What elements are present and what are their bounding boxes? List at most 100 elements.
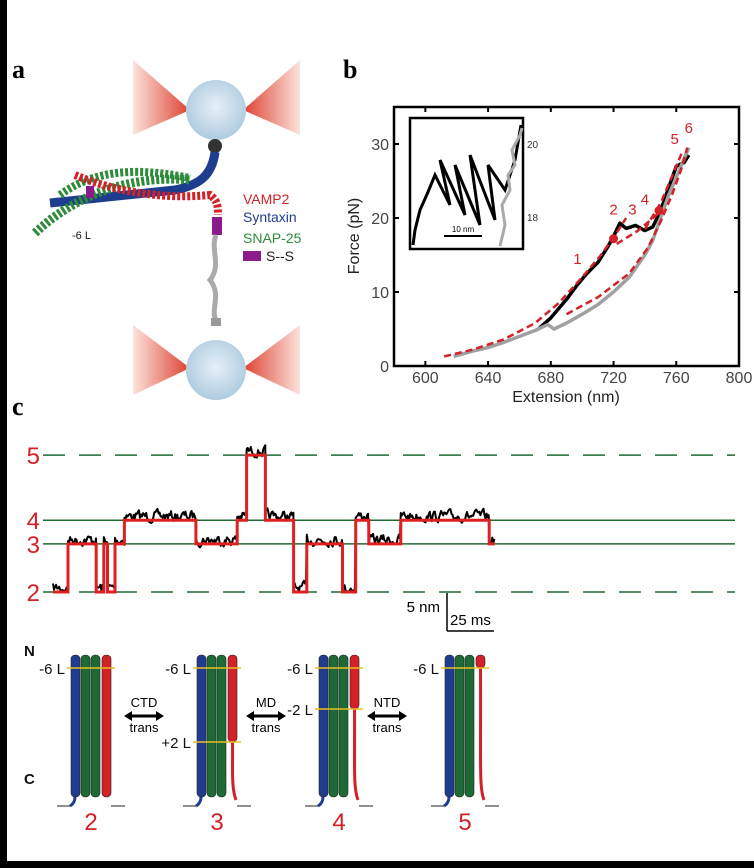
vamp2-helix — [101, 654, 112, 798]
snap25-helix — [216, 654, 227, 798]
zippering-states-schematic: N C -6 L 2 -6 L +2 L 3 -6 L -2 L 4 -6 L 5 CTD trans… — [24, 643, 499, 836]
c-terminus-label: C — [24, 771, 35, 788]
inset-tick-18: 18 — [527, 213, 539, 224]
x-tick-label: 680 — [537, 370, 564, 387]
arrowhead-left-icon — [124, 711, 132, 721]
n-terminus-label: N — [24, 643, 35, 660]
snap25-helix — [90, 654, 101, 798]
fit-curve — [565, 147, 689, 316]
refolding-trace — [453, 147, 691, 359]
optical-trap-bottom — [133, 325, 300, 400]
state-annotation: 6 — [685, 120, 693, 137]
syntaxin-helix — [444, 654, 455, 798]
inset-refolding-trace — [498, 127, 524, 247]
transition-domain: MD — [256, 695, 276, 710]
state-annotation: 5 — [671, 131, 679, 148]
syntaxin-tail — [317, 796, 325, 808]
disulfide-bond — [86, 186, 94, 198]
level-label-5: 5 — [27, 443, 40, 470]
snap25-helix — [454, 654, 465, 798]
state-2-bundle: -6 L 2 — [39, 654, 125, 836]
y-axis-label: Force (pN) — [346, 198, 363, 274]
y-tick-label: 10 — [371, 285, 389, 302]
state-number: 4 — [332, 809, 345, 836]
snap25-helix-2 — [57, 167, 191, 199]
syntaxin-helix — [318, 654, 329, 798]
layer-label: -6 L — [39, 661, 65, 678]
state-number: 3 — [210, 809, 223, 836]
scalebar-x-label: 25 ms — [450, 612, 491, 629]
inset-tick-20: 20 — [527, 140, 539, 151]
level-label-3: 3 — [27, 532, 40, 559]
linker-handle — [208, 139, 222, 153]
x-tick-label: 760 — [663, 370, 690, 387]
legend-disulfide-swatch — [243, 251, 261, 261]
y-tick-label: 20 — [371, 211, 389, 228]
legend-snap25: SNAP-25 — [243, 230, 302, 246]
snap25-helix — [80, 654, 91, 798]
transition-trans: trans — [373, 720, 402, 735]
state-annotation: 4 — [641, 192, 649, 209]
syntaxin-tail — [443, 796, 451, 808]
legend-syntaxin: Syntaxin — [243, 209, 297, 225]
state-4-bundle: -6 L -2 L 4 — [287, 654, 373, 836]
bead-top — [186, 80, 246, 140]
syntaxin-helix — [196, 654, 207, 798]
arrowhead-right-icon — [399, 711, 407, 721]
state-number: 5 — [458, 809, 471, 836]
unzipped-vamp2 — [231, 741, 238, 801]
panel-label-c: c — [12, 392, 24, 421]
state-marker — [654, 206, 664, 216]
snap25-helix — [464, 654, 475, 798]
arrowhead-left-icon — [367, 711, 375, 721]
syntaxin-tail — [195, 796, 203, 808]
transition-1: MD trans — [246, 695, 286, 735]
extension-trace-chart: 2 34 5 5 nm 25 ms — [27, 443, 735, 632]
x-tick-label: 600 — [412, 370, 439, 387]
legend-vamp2: VAMP2 — [243, 191, 290, 207]
layer-label: +2 L — [161, 735, 191, 752]
layer-label: -2 L — [287, 702, 313, 719]
disulfide-bond — [212, 217, 222, 235]
transition-2: NTD trans — [367, 695, 407, 735]
unzipped-vamp2 — [479, 667, 486, 801]
scalebar-y-label: 5 nm — [407, 599, 440, 616]
trap-cone-right — [243, 325, 300, 395]
idealized-state-path — [53, 453, 495, 594]
level-label-4: 4 — [27, 508, 40, 535]
bottom-border — [0, 861, 754, 868]
x-tick-label: 800 — [726, 370, 753, 387]
arrowhead-left-icon — [246, 711, 254, 721]
state-3-bundle: -6 L +2 L 3 — [161, 654, 251, 836]
snap25-helix-1 — [31, 174, 191, 237]
state-5-bundle: -6 L 5 — [413, 654, 499, 836]
x-tick-label: 640 — [475, 370, 502, 387]
layer-label: -6 L — [165, 661, 191, 678]
layer-label: -6 L — [287, 661, 313, 678]
x-tick-label: 720 — [600, 370, 627, 387]
syntaxin-tail — [69, 796, 77, 808]
state-annotation: 3 — [628, 201, 636, 218]
vamp2-helix — [73, 171, 222, 216]
arrowhead-right-icon — [278, 711, 286, 721]
arrowhead-right-icon — [156, 711, 164, 721]
syntaxin-helix — [70, 654, 81, 798]
transition-domain: CTD — [131, 695, 158, 710]
y-tick-label: 0 — [380, 359, 389, 376]
fit-curve — [643, 150, 684, 230]
panel-label-a: a — [12, 55, 25, 84]
trap-cone-right — [243, 60, 300, 135]
transition-domain: NTD — [374, 695, 401, 710]
snap25-helix — [328, 654, 339, 798]
dna-handle — [206, 234, 219, 322]
trap-cone-left — [133, 325, 190, 395]
snap25-helix — [338, 654, 349, 798]
state-annotation: 2 — [609, 201, 617, 218]
syntaxin-helix — [49, 151, 220, 208]
inset-unfolding-trace — [411, 124, 523, 246]
vamp2-helix — [349, 654, 360, 710]
layer-label: -6 L — [413, 661, 439, 678]
legend-disulfide: S--S — [266, 248, 294, 264]
optical-trap-top — [133, 60, 300, 140]
x-axis-label: Extension (nm) — [512, 389, 620, 406]
